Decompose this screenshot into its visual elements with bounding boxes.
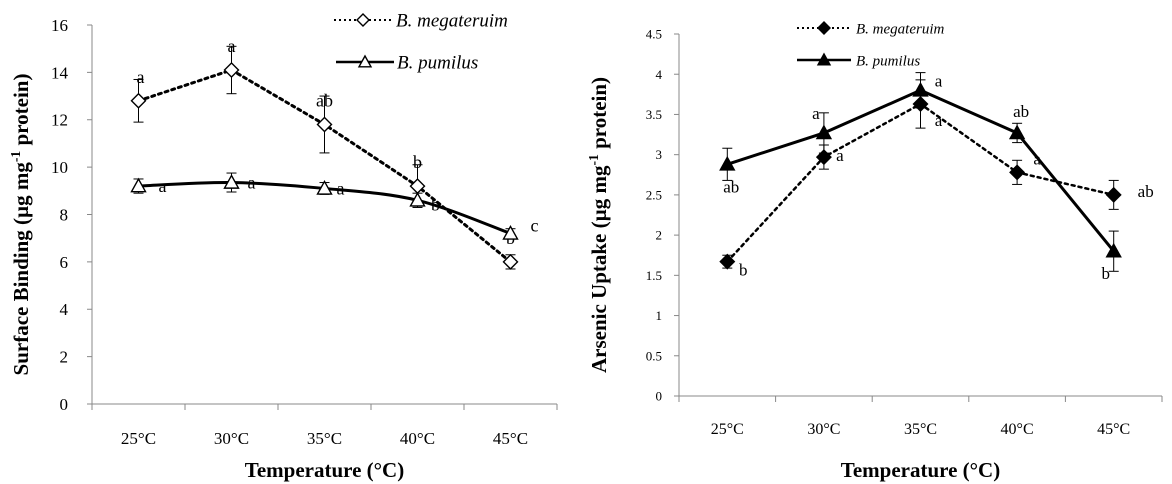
x-tick-label: 45°C — [493, 429, 528, 448]
data-point — [502, 225, 519, 240]
data-label: ab — [1138, 182, 1154, 201]
x-tick-label: 35°C — [904, 421, 937, 438]
y-tick-label: 12 — [51, 111, 68, 130]
data-label: ab — [316, 90, 333, 110]
y-tick-label: 2 — [656, 228, 663, 243]
data-label: c — [531, 215, 539, 235]
legend-marker — [357, 54, 373, 68]
y-axis-title-superscript: -1 — [586, 154, 601, 166]
data-label: a — [935, 111, 943, 130]
data-point — [815, 149, 832, 166]
data-label: a — [159, 176, 167, 196]
y-tick-label: 4 — [60, 300, 69, 319]
data-point — [502, 253, 519, 270]
data-label: b — [431, 194, 440, 214]
y-axis-title-main: Surface Binding (µg mg — [9, 162, 33, 376]
legend-marker — [816, 52, 832, 66]
y-tick-label: 16 — [51, 16, 68, 35]
y-tick-label: 10 — [51, 158, 68, 177]
data-label: a — [812, 104, 820, 123]
x-tick-label: 30°C — [807, 421, 840, 438]
y-tick-label: 3 — [656, 147, 663, 162]
data-point — [130, 177, 147, 193]
surface-binding-chart: 0 2 4 6 8 10 12 14 16 25°C 30°C 35°C 40°C 45°C Tempera… — [8, 11, 558, 482]
y-tick-label: 1 — [656, 308, 663, 323]
y-tick-label: 3.5 — [646, 107, 662, 122]
y-axis-title-tail: protein) — [587, 77, 611, 154]
x-axis-title: Temperature (°C) — [245, 458, 404, 482]
data-point — [719, 253, 736, 270]
data-label: a — [248, 173, 256, 193]
y-tick-label: 4.5 — [646, 27, 662, 42]
data-point — [223, 174, 240, 189]
data-point — [1008, 124, 1026, 140]
data-point — [912, 81, 929, 97]
data-point — [130, 92, 147, 109]
legend-label: B. megateruim — [396, 11, 508, 32]
data-label: b — [413, 152, 422, 172]
x-tick-label: 25°C — [121, 429, 156, 448]
data-label: a — [137, 67, 145, 87]
data-point — [409, 191, 426, 207]
x-tick-label: 30°C — [214, 429, 249, 448]
y-tick-label: 14 — [51, 63, 69, 82]
y-tick-label: 2 — [60, 348, 69, 367]
legend-label: B. megateruim — [856, 21, 944, 37]
data-point — [1105, 186, 1122, 203]
data-label: a — [836, 146, 844, 165]
y-tick-label: 6 — [60, 253, 69, 272]
y-tick-label: 4 — [656, 67, 663, 82]
data-label: b — [1101, 264, 1110, 283]
arsenic-uptake-chart: 0 0.5 1 1.5 2 2.5 3 3.5 4 4.5 25°C 30°C 35°C 40°C 45°C… — [586, 21, 1163, 482]
data-point — [815, 124, 833, 140]
series-b--megateruim: b a a a ab — [719, 79, 1154, 280]
y-tick-label: 0 — [60, 395, 69, 414]
data-point — [316, 180, 333, 195]
y-axis-title: Arsenic Uptake (µg mg-1 protein) — [586, 77, 611, 373]
data-label: a — [337, 178, 345, 198]
y-axis-title: Surface Binding (µg mg-1 protein) — [8, 74, 33, 376]
data-label: b — [739, 261, 748, 280]
series-b--pumilus: a a a b c — [130, 173, 539, 240]
data-point — [223, 62, 240, 78]
data-point — [316, 116, 333, 133]
y-axis-title-main: Arsenic Uptake (µg mg — [587, 165, 611, 373]
y-tick-label: 0 — [656, 389, 663, 404]
data-point — [719, 155, 736, 171]
legend-label: B. pumilus — [856, 53, 920, 69]
y-tick-label: 8 — [60, 205, 69, 224]
y-tick-label: 1.5 — [646, 268, 662, 283]
x-tick-label: 25°C — [711, 421, 744, 438]
x-tick-label: 40°C — [1001, 421, 1034, 438]
data-label: a — [228, 36, 236, 56]
y-axis-title-tail: protein) — [9, 74, 33, 151]
x-axis-title: Temperature (°C) — [841, 458, 1000, 482]
x-tick-label: 40°C — [400, 429, 435, 448]
x-tick-label: 45°C — [1097, 421, 1130, 438]
data-point — [1009, 164, 1026, 181]
legend-marker — [356, 13, 370, 27]
legend-label: B. pumilus — [397, 53, 478, 74]
y-tick-label: 2.5 — [646, 187, 662, 202]
x-tick-label: 35°C — [307, 429, 342, 448]
data-label: a — [935, 71, 943, 90]
data-point — [1105, 242, 1122, 258]
data-label: ab — [723, 177, 739, 196]
y-axis-title-superscript: -1 — [8, 151, 23, 163]
legend-marker — [817, 21, 831, 35]
y-tick-label: 0.5 — [646, 348, 662, 363]
data-label: ab — [1013, 102, 1029, 121]
